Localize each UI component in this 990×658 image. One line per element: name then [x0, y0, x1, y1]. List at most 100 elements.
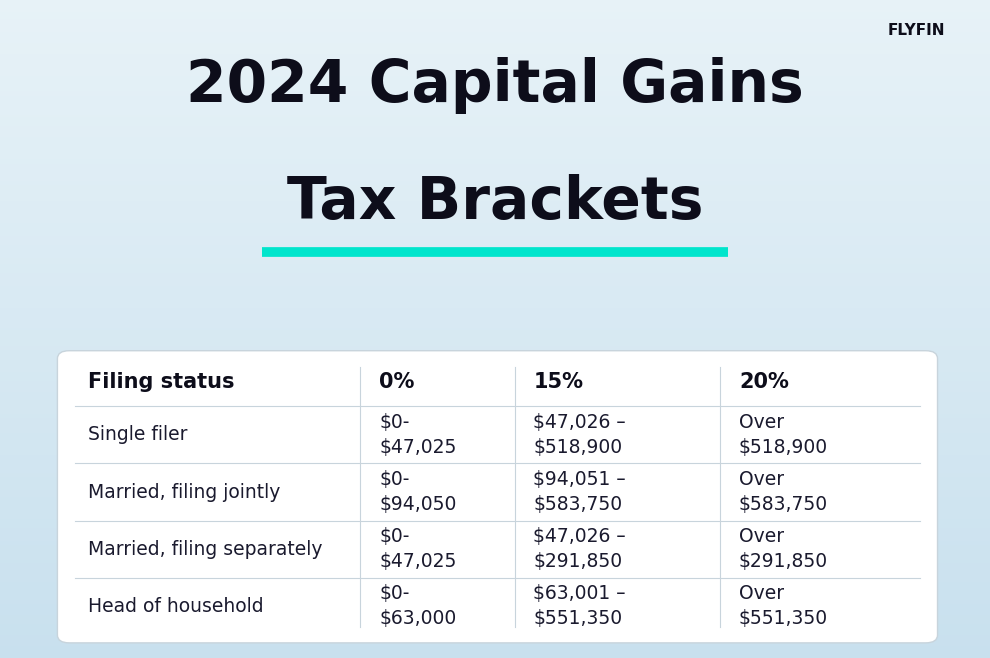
Bar — [0, 572, 990, 574]
Bar — [0, 107, 990, 110]
Bar — [0, 224, 990, 226]
Bar — [0, 498, 990, 500]
Bar — [0, 370, 990, 373]
Bar — [0, 311, 990, 314]
Bar — [0, 489, 990, 492]
Bar — [0, 544, 990, 546]
Text: Married, filing separately: Married, filing separately — [88, 540, 323, 559]
Bar — [0, 597, 990, 599]
Bar — [0, 630, 990, 632]
Bar — [0, 191, 990, 193]
Bar — [0, 434, 990, 436]
Text: FLYFIN: FLYFIN — [888, 23, 945, 38]
Bar — [0, 590, 990, 592]
Bar — [0, 298, 990, 301]
Bar — [0, 492, 990, 494]
Bar — [0, 206, 990, 209]
Text: $0-
$94,050: $0- $94,050 — [379, 470, 456, 514]
Bar — [0, 307, 990, 309]
Bar — [0, 474, 990, 476]
Bar — [0, 362, 990, 364]
Bar — [0, 651, 990, 653]
Bar — [0, 202, 990, 204]
Bar — [0, 522, 990, 524]
Bar — [0, 393, 990, 395]
Bar — [0, 482, 990, 485]
Bar — [0, 169, 990, 171]
Bar — [0, 316, 990, 318]
Bar — [0, 26, 990, 28]
Bar — [0, 336, 990, 338]
Text: $47,026 –
$518,900: $47,026 – $518,900 — [534, 413, 626, 457]
Bar — [0, 599, 990, 601]
Bar — [0, 171, 990, 173]
Bar — [0, 182, 990, 184]
Text: Over
$583,750: Over $583,750 — [739, 470, 828, 514]
Bar — [0, 97, 990, 99]
Bar — [0, 28, 990, 31]
Bar — [0, 515, 990, 518]
Bar — [0, 386, 990, 388]
Bar — [0, 9, 990, 11]
Bar — [0, 33, 990, 35]
Bar — [0, 123, 990, 125]
Bar — [0, 399, 990, 401]
Bar — [0, 64, 990, 66]
Bar — [0, 252, 990, 255]
Bar — [0, 509, 990, 511]
Bar — [0, 92, 990, 94]
Bar — [0, 57, 990, 59]
Bar — [0, 257, 990, 259]
Bar — [0, 449, 990, 452]
Bar — [0, 59, 990, 61]
Bar — [0, 241, 990, 243]
Bar — [0, 472, 990, 474]
Bar — [0, 79, 990, 81]
Bar — [0, 105, 990, 107]
Bar — [0, 173, 990, 176]
Bar — [0, 480, 990, 482]
Bar — [0, 110, 990, 112]
Bar — [0, 331, 990, 334]
Bar — [0, 577, 990, 579]
Bar — [0, 127, 990, 130]
Bar — [0, 459, 990, 461]
Bar — [0, 561, 990, 564]
Bar — [0, 357, 990, 360]
Bar — [0, 90, 990, 92]
Bar — [0, 382, 990, 384]
Bar — [0, 495, 990, 498]
Bar — [0, 557, 990, 559]
Bar — [0, 195, 990, 197]
Bar — [0, 281, 990, 283]
Bar — [0, 228, 990, 230]
Bar — [0, 419, 990, 421]
Bar — [0, 638, 990, 640]
Bar — [0, 7, 990, 9]
Bar — [0, 38, 990, 39]
Bar — [0, 546, 990, 548]
Bar — [0, 619, 990, 620]
Bar — [0, 610, 990, 612]
Bar — [0, 553, 990, 555]
Text: Married, filing jointly: Married, filing jointly — [88, 482, 280, 501]
Bar — [0, 368, 990, 370]
Bar — [0, 632, 990, 634]
Bar — [0, 568, 990, 570]
Bar — [0, 436, 990, 439]
Bar — [0, 77, 990, 79]
Bar — [0, 272, 990, 274]
Bar — [0, 463, 990, 465]
Bar — [0, 513, 990, 515]
Bar — [0, 61, 990, 64]
Bar — [0, 184, 990, 186]
Bar — [0, 403, 990, 406]
Bar — [0, 180, 990, 182]
Bar — [0, 248, 990, 250]
Text: Filing status: Filing status — [88, 372, 235, 392]
Bar — [0, 143, 990, 145]
Bar — [0, 349, 990, 351]
Bar — [0, 235, 990, 237]
Bar — [0, 276, 990, 278]
Bar — [0, 211, 990, 213]
